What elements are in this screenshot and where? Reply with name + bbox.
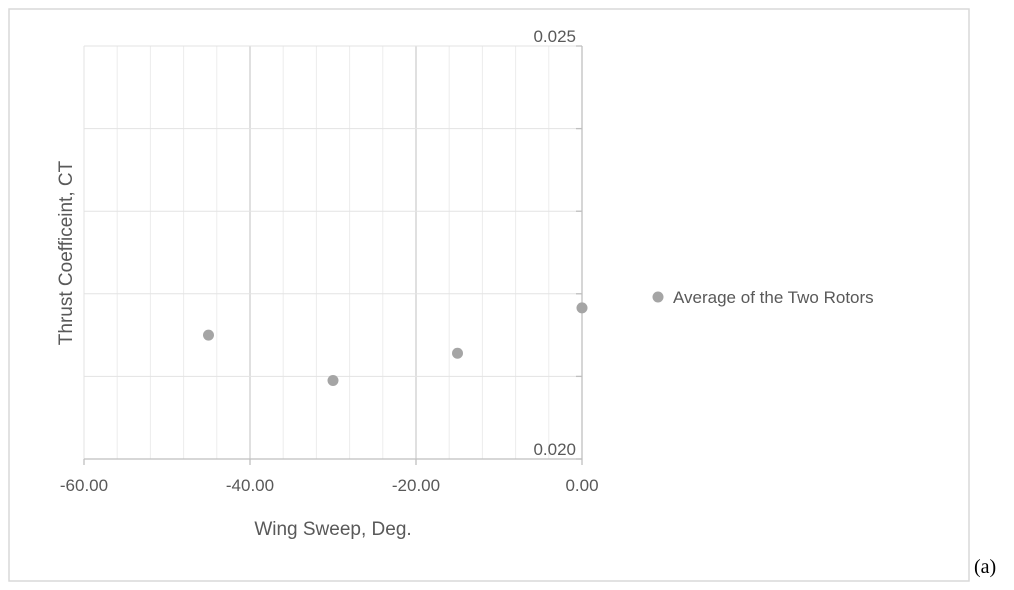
y-tick-label: 0.020	[533, 440, 576, 459]
data-point	[328, 375, 339, 386]
data-point	[203, 330, 214, 341]
y-axis-title: Thrust Coefficeint, CT	[56, 160, 77, 345]
data-point	[577, 302, 588, 313]
legend: Average of the Two Rotors	[653, 288, 874, 307]
legend-marker	[653, 292, 664, 303]
x-tick-label: -20.00	[392, 476, 440, 495]
panel-label: (a)	[974, 556, 996, 579]
y-tick-label: 0.025	[533, 27, 576, 46]
x-tick-label: -40.00	[226, 476, 274, 495]
data-point	[452, 348, 463, 359]
x-tick-label: -60.00	[60, 476, 108, 495]
x-axis-title: Wing Sweep, Deg.	[254, 519, 411, 540]
legend-entry-label: Average of the Two Rotors	[673, 288, 874, 307]
x-tick-label: 0.00	[565, 476, 598, 495]
